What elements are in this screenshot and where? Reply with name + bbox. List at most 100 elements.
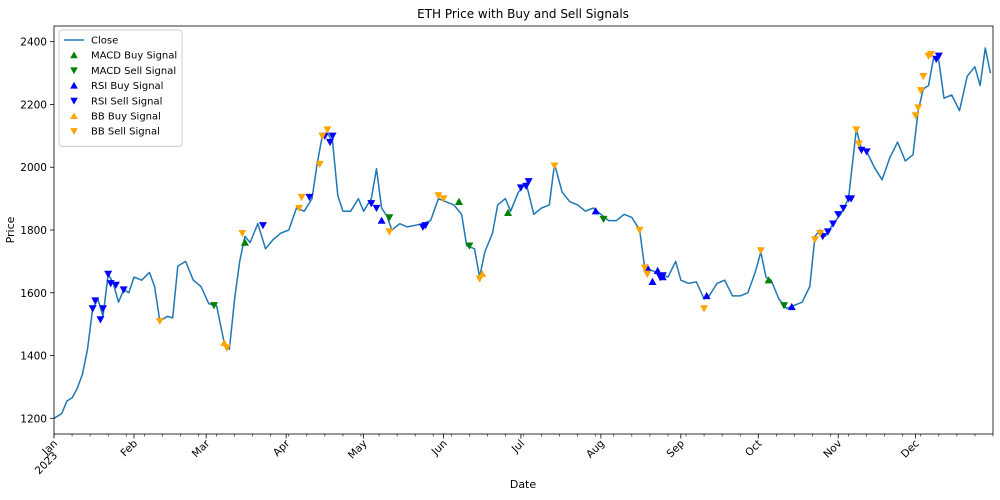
- macd-buy-signal-marker: [504, 208, 513, 216]
- macd-sell-signal-marker: [465, 242, 474, 250]
- bb-sell-signal-marker: [222, 344, 231, 352]
- macd-sell-signal-marker: [385, 214, 394, 222]
- bb-sell-signal-marker: [315, 160, 324, 169]
- y-axis-label: Price: [4, 216, 17, 243]
- legend-swatch-rsi-sell-signal: [70, 97, 78, 105]
- rsi-sell-signal-marker: [839, 204, 848, 213]
- macd-sell-signal-marker: [780, 302, 789, 310]
- bb-sell-signal-marker: [297, 193, 306, 202]
- bb-sell-signal-marker: [852, 126, 861, 134]
- rsi-sell-signal-marker: [934, 52, 943, 60]
- y-axis: 1200 1400 1600 1800 2000 2200 2400: [20, 37, 54, 425]
- rsi-buy-signal-marker: [648, 277, 657, 285]
- rsi-sell-signal-marker: [367, 200, 376, 208]
- rsi-buy-signal-marker: [653, 266, 662, 274]
- bb-sell-signal-marker: [643, 270, 652, 278]
- y-tick-label: 1600: [20, 288, 47, 300]
- rsi-sell-signal-marker: [516, 184, 525, 192]
- legend-label-rsi-buy-signal: RSI Buy Signal: [91, 81, 163, 92]
- legend-label-macd-buy-signal: MACD Buy Signal: [91, 51, 177, 62]
- rsi-sell-signal-marker: [421, 222, 430, 230]
- plot-frame: [53, 25, 994, 435]
- rsi-sell-signal-marker: [847, 195, 856, 203]
- rsi-sell-signal-marker: [834, 211, 843, 219]
- bb-sell-signal-marker: [756, 247, 765, 255]
- series-layer: [53, 47, 992, 419]
- rsi-sell-signal-marker: [91, 297, 100, 305]
- rsi-sell-signal-marker: [829, 220, 838, 228]
- rsi-sell-signal-marker: [524, 178, 533, 186]
- rsi-sell-signal-marker: [96, 316, 105, 324]
- bb-sell-signal-marker: [475, 275, 484, 283]
- legend-label-bb-buy-signal: BB Buy Signal: [91, 112, 161, 123]
- bb-buy-signal-marker: [220, 338, 229, 347]
- rsi-sell-signal-marker: [88, 305, 97, 313]
- bb-sell-signal-marker: [635, 226, 644, 234]
- rsi-sell-signal-marker: [104, 270, 113, 278]
- bb-sell-signal-marker: [916, 87, 925, 95]
- bb-sell-signal-marker: [295, 204, 304, 213]
- chart-title: ETH Price with Buy and Sell Signals: [417, 7, 629, 21]
- close-price-line: [53, 47, 992, 419]
- rsi-sell-signal-marker: [99, 305, 108, 313]
- macd-sell-signal-marker: [209, 302, 218, 310]
- bb-sell-signal-marker: [385, 228, 394, 236]
- rsi-sell-signal-marker: [305, 193, 314, 202]
- bb-sell-signal-marker: [854, 140, 863, 148]
- rsi-buy-signal-marker: [787, 302, 796, 311]
- bb-sell-signal-marker: [155, 317, 164, 326]
- legend-label-rsi-sell-signal: RSI Sell Signal: [91, 96, 162, 107]
- bb-sell-signal-marker: [434, 192, 443, 200]
- x-axis-label: Date: [510, 478, 537, 491]
- y-tick-label: 1200: [20, 413, 47, 425]
- rsi-sell-signal-marker: [522, 182, 531, 191]
- legend: Close MACD Buy Signal MACD Sell Signal RSI …: [58, 29, 183, 147]
- y-tick-label: 1400: [20, 351, 47, 363]
- rsi-sell-signal-marker: [823, 228, 832, 236]
- legend-swatch-macd-buy-signal: [70, 51, 78, 59]
- rsi-sell-signal-marker: [119, 286, 128, 294]
- rsi-sell-signal-marker: [326, 138, 335, 147]
- bb-sell-signal-marker: [914, 104, 923, 112]
- legend-swatch-macd-sell-signal: [70, 67, 78, 75]
- macd-buy-signal-marker: [764, 276, 773, 284]
- bb-sell-signal-marker: [811, 236, 820, 244]
- bb-sell-signal-marker: [318, 132, 327, 140]
- rsi-sell-signal-marker: [372, 204, 381, 213]
- y-tick-label: 2400: [20, 37, 47, 49]
- rsi-sell-signal-marker: [258, 222, 267, 230]
- y-tick-label: 2200: [20, 99, 47, 111]
- bb-sell-signal-marker: [238, 229, 247, 238]
- y-tick-label: 1800: [20, 225, 47, 237]
- bb-sell-signal-marker: [816, 229, 825, 238]
- legend-label-bb-sell-signal: BB Sell Signal: [91, 127, 160, 138]
- legend-swatch-bb-buy-signal: [70, 112, 78, 120]
- legend-label-macd-sell-signal: MACD Sell Signal: [91, 66, 176, 77]
- rsi-buy-signal-marker: [702, 291, 711, 300]
- legend-label-close: Close: [91, 36, 118, 47]
- bb-sell-signal-marker: [439, 195, 448, 203]
- bb-sell-signal-marker: [323, 126, 332, 134]
- rsi-buy-signal-marker: [377, 216, 386, 224]
- rsi-sell-signal-marker: [111, 281, 120, 289]
- bb-sell-signal-marker: [911, 112, 920, 120]
- rsi-buy-signal-marker: [591, 207, 600, 215]
- bb-sell-signal-marker: [550, 162, 559, 170]
- bb-buy-signal-marker: [478, 269, 487, 278]
- legend-box: [58, 29, 183, 147]
- macd-buy-signal-marker: [240, 238, 249, 246]
- legend-swatch-bb-sell-signal: [70, 128, 78, 135]
- rsi-sell-signal-marker: [658, 272, 667, 280]
- bb-sell-signal-marker: [640, 264, 649, 272]
- rsi-sell-signal-marker: [862, 148, 871, 156]
- y-tick-label: 2000: [20, 162, 47, 174]
- macd-sell-signal-marker: [599, 215, 608, 224]
- legend-swatch-rsi-buy-signal: [70, 81, 78, 89]
- bb-sell-signal-marker: [700, 305, 709, 313]
- bb-sell-signal-marker: [919, 73, 928, 81]
- bb-sell-signal-marker: [927, 51, 936, 59]
- macd-buy-signal-marker: [455, 197, 464, 205]
- rsi-sell-signal-marker: [328, 132, 337, 140]
